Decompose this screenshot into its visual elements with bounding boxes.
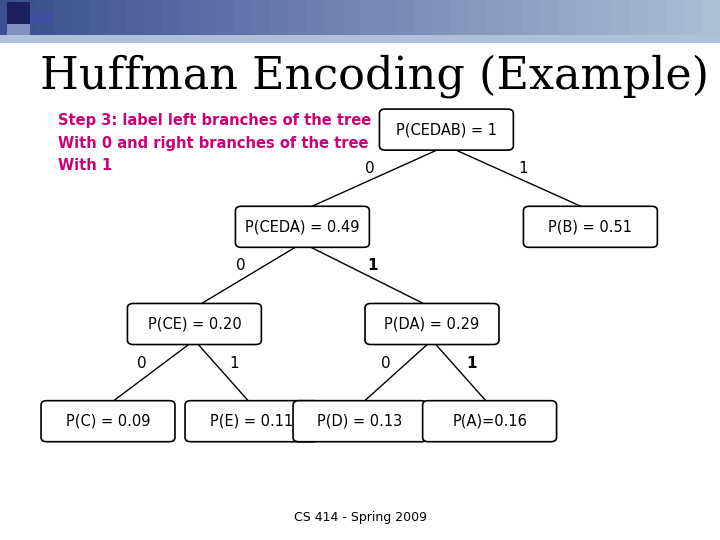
Bar <box>18 0 36 35</box>
Text: CS 414 - Spring 2009: CS 414 - Spring 2009 <box>294 511 426 524</box>
Bar <box>30 12 53 24</box>
Bar <box>234 0 252 35</box>
Bar <box>144 0 162 35</box>
Bar <box>612 0 630 35</box>
Text: 1: 1 <box>367 259 378 273</box>
FancyBboxPatch shape <box>41 401 175 442</box>
Bar <box>504 0 522 35</box>
Bar <box>270 0 288 35</box>
FancyBboxPatch shape <box>523 206 657 247</box>
Bar <box>126 0 144 35</box>
Bar <box>684 0 702 35</box>
Bar <box>360 0 378 35</box>
Bar <box>90 0 108 35</box>
FancyBboxPatch shape <box>365 303 499 345</box>
Bar <box>0 35 720 43</box>
Bar <box>666 0 684 35</box>
FancyBboxPatch shape <box>379 109 513 150</box>
Bar <box>0 0 18 35</box>
Bar <box>630 0 648 35</box>
Text: P(DA) = 0.29: P(DA) = 0.29 <box>384 316 480 332</box>
Bar <box>702 0 720 35</box>
Text: P(D) = 0.13: P(D) = 0.13 <box>318 414 402 429</box>
Text: P(CE) = 0.20: P(CE) = 0.20 <box>148 316 241 332</box>
Text: 0: 0 <box>365 161 375 176</box>
Bar <box>558 0 576 35</box>
Bar <box>468 0 486 35</box>
FancyBboxPatch shape <box>235 206 369 247</box>
Bar <box>594 0 612 35</box>
FancyBboxPatch shape <box>185 401 319 442</box>
Text: Step 3: label left branches of the tree
With 0 and right branches of the tree
Wi: Step 3: label left branches of the tree … <box>58 113 371 173</box>
Bar <box>36 0 54 35</box>
FancyBboxPatch shape <box>423 401 557 442</box>
Text: P(CEDA) = 0.49: P(CEDA) = 0.49 <box>245 219 360 234</box>
Bar <box>108 0 126 35</box>
Text: P(CEDAB) = 1: P(CEDAB) = 1 <box>396 122 497 137</box>
Text: Huffman Encoding (Example): Huffman Encoding (Example) <box>40 54 708 98</box>
Bar <box>324 0 342 35</box>
Text: 1: 1 <box>230 356 239 370</box>
Bar <box>72 0 90 35</box>
FancyBboxPatch shape <box>127 303 261 345</box>
Bar <box>540 0 558 35</box>
Bar <box>342 0 360 35</box>
Bar <box>180 0 198 35</box>
Text: P(B) = 0.51: P(B) = 0.51 <box>549 219 632 234</box>
Bar <box>378 0 396 35</box>
Bar <box>486 0 504 35</box>
Bar <box>414 0 432 35</box>
Text: 0: 0 <box>381 356 391 370</box>
Bar <box>432 0 450 35</box>
Text: P(A)=0.16: P(A)=0.16 <box>452 414 527 429</box>
Bar <box>450 0 468 35</box>
Text: 0: 0 <box>138 356 147 370</box>
Bar <box>396 0 414 35</box>
Bar <box>216 0 234 35</box>
Bar <box>306 0 324 35</box>
Text: 1: 1 <box>518 161 528 176</box>
Bar <box>7 2 30 24</box>
Text: P(E) = 0.11: P(E) = 0.11 <box>210 414 294 429</box>
Bar <box>648 0 666 35</box>
Bar <box>198 0 216 35</box>
Bar <box>54 0 72 35</box>
Text: P(C) = 0.09: P(C) = 0.09 <box>66 414 150 429</box>
FancyBboxPatch shape <box>293 401 427 442</box>
Bar <box>162 0 180 35</box>
Bar <box>7 24 30 35</box>
Bar <box>252 0 270 35</box>
Text: 0: 0 <box>236 259 246 273</box>
Bar <box>288 0 306 35</box>
Bar <box>576 0 594 35</box>
Text: 1: 1 <box>467 356 477 370</box>
Bar <box>522 0 540 35</box>
